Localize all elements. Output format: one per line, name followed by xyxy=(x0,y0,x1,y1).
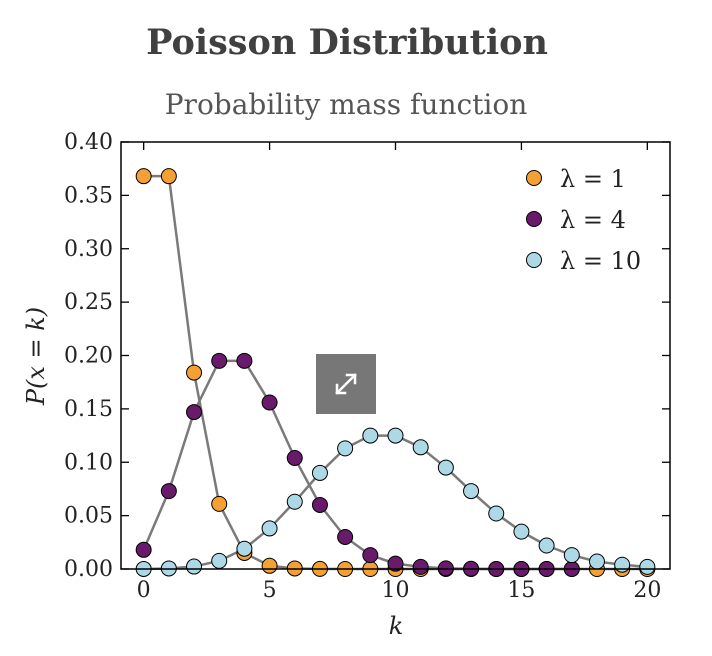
y-tick-label: 0.10 xyxy=(64,450,113,475)
data-point xyxy=(236,540,253,557)
y-tick-label: 0.20 xyxy=(64,344,113,369)
data-point xyxy=(563,547,580,564)
data-point xyxy=(488,505,505,522)
y-tick: 0.15 xyxy=(64,397,670,422)
legend-entry: λ = 10 xyxy=(526,247,641,275)
chart-subtitle: Probability mass function xyxy=(164,88,528,121)
x-tick-label: 5 xyxy=(263,578,277,603)
y-tick-label: 0.40 xyxy=(64,130,113,155)
legend: λ = 1 λ = 4 λ = 10 xyxy=(526,165,641,275)
data-point xyxy=(412,558,429,575)
data-point xyxy=(311,464,328,481)
data-point xyxy=(513,523,530,540)
x-tick-label: 0 xyxy=(137,578,151,603)
y-tick: 0.30 xyxy=(64,237,670,262)
data-point xyxy=(387,427,404,444)
y-tick-label: 0.15 xyxy=(64,397,113,422)
data-point xyxy=(160,483,177,500)
y-tick: 0.25 xyxy=(64,290,670,315)
legend-marker xyxy=(526,252,542,268)
data-point xyxy=(337,440,354,457)
legend-entry: λ = 4 xyxy=(526,206,626,234)
expand-button[interactable] xyxy=(316,354,376,414)
data-point xyxy=(362,427,379,444)
data-point xyxy=(186,558,203,575)
x-tick-label: 20 xyxy=(633,578,661,603)
x-tick: 0 xyxy=(137,142,151,603)
page-title: Poisson Distribution xyxy=(146,22,548,63)
data-point xyxy=(186,364,203,381)
axis-ticks: 0 5 10 15 20 0.00 0.05 0.10 0.15 0.20 0.25 0.30 0.35… xyxy=(64,130,670,603)
data-point xyxy=(538,537,555,554)
legend-label: λ = 1 xyxy=(560,165,626,193)
data-point xyxy=(286,493,303,510)
y-tick-label: 0.00 xyxy=(64,557,113,582)
data-point xyxy=(463,483,480,500)
data-point xyxy=(135,168,152,185)
legend-marker xyxy=(526,170,542,186)
svg-text:P(x = k): P(x = k) xyxy=(22,307,50,406)
plot-frame xyxy=(120,141,671,570)
y-tick-label: 0.35 xyxy=(64,183,113,208)
legend-label: λ = 4 xyxy=(560,206,626,234)
data-point xyxy=(236,352,253,369)
y-tick: 0.05 xyxy=(64,504,670,529)
x-axis-label: k xyxy=(389,612,404,640)
data-point xyxy=(186,404,203,421)
x-tick: 10 xyxy=(382,142,410,603)
data-point xyxy=(412,439,429,456)
y-tick-label: 0.05 xyxy=(64,504,113,529)
y-tick: 0.20 xyxy=(64,344,670,369)
data-point xyxy=(362,547,379,564)
y-tick-label: 0.30 xyxy=(64,237,113,262)
x-tick: 20 xyxy=(633,142,661,603)
data-point xyxy=(261,557,278,574)
data-point xyxy=(286,449,303,466)
x-tick-label: 10 xyxy=(382,578,410,603)
data-point xyxy=(588,553,605,570)
x-tick-label: 15 xyxy=(507,578,535,603)
data-point xyxy=(614,556,631,573)
x-tick: 15 xyxy=(507,142,535,603)
data-point xyxy=(160,168,177,185)
data-point xyxy=(211,352,228,369)
data-point xyxy=(211,495,228,512)
data-point xyxy=(261,394,278,411)
legend-label: λ = 10 xyxy=(560,247,641,275)
data-point xyxy=(387,555,404,572)
data-point xyxy=(437,459,454,476)
legend-marker xyxy=(526,211,542,227)
data-point xyxy=(311,496,328,513)
series-points xyxy=(135,168,656,577)
y-tick: 0.10 xyxy=(64,450,670,475)
data-point xyxy=(639,558,656,575)
data-point xyxy=(135,541,152,558)
data-point xyxy=(261,520,278,537)
data-point xyxy=(337,528,354,545)
y-tick-label: 0.25 xyxy=(64,290,113,315)
y-axis-label: P(x = k) xyxy=(22,307,50,406)
expand-icon xyxy=(335,373,357,395)
data-point xyxy=(211,552,228,569)
legend-entry: λ = 1 xyxy=(526,165,626,193)
y-tick: 0.35 xyxy=(64,183,670,208)
